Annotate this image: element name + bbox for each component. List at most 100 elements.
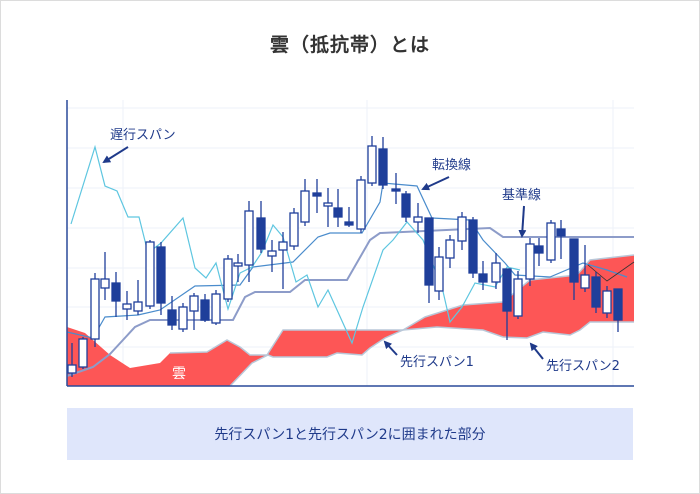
senkou-span-2-line — [229, 321, 634, 387]
candle-body — [378, 148, 388, 186]
bullish-candle — [602, 286, 612, 318]
cloud-label: 雲 — [172, 366, 186, 382]
bullish-candle — [445, 235, 455, 268]
bullish-candle — [457, 212, 467, 250]
bullish-candle — [78, 337, 88, 369]
candle-body — [333, 207, 343, 218]
candle-body — [445, 239, 455, 259]
tenkan-label: 転換線 — [432, 157, 471, 173]
candle-body — [323, 202, 333, 207]
bullish-candle — [356, 176, 366, 233]
bearish-candle — [613, 288, 623, 332]
bullish-candle — [244, 201, 254, 282]
bearish-candle — [200, 294, 210, 322]
bullish-candle — [267, 240, 277, 272]
bullish-candle — [133, 280, 143, 315]
bearish-candle — [534, 238, 544, 266]
caption-box: 先行スパン1と先行スパン2に囲まれた部分 — [67, 408, 633, 460]
candle-body — [267, 250, 277, 257]
chikou-label: 遅行スパン — [110, 128, 176, 143]
bullish-candle — [189, 293, 199, 330]
candle-body — [111, 282, 121, 302]
candle-body — [278, 241, 288, 251]
candle-body — [256, 217, 266, 250]
candle-body — [602, 290, 612, 314]
bullish-candle — [300, 179, 310, 226]
bullish-candle — [413, 203, 423, 233]
bullish-candle — [145, 240, 155, 309]
candle-body — [289, 212, 299, 247]
kijun-label: 基準線 — [502, 187, 541, 203]
chikou-arrow-icon — [102, 146, 129, 164]
bearish-candle — [591, 272, 601, 313]
candle-body — [167, 309, 177, 326]
page-title: 雲（抵抗帯）とは — [269, 34, 430, 56]
candle-body — [491, 262, 501, 283]
candle-body — [156, 246, 166, 304]
bullish-candle — [513, 271, 523, 319]
bullish-candle — [323, 188, 333, 227]
bullish-candle — [434, 247, 444, 300]
candle-body — [468, 219, 478, 274]
lagging-line-segment — [587, 261, 635, 282]
candle-body — [133, 301, 143, 312]
candle-body — [78, 338, 88, 368]
candle-body — [356, 179, 366, 230]
candle-body — [534, 245, 544, 254]
candle-body — [457, 216, 467, 242]
kijun-arrow-icon — [518, 205, 527, 238]
bullish-candle — [546, 220, 556, 263]
tenkan-line — [66, 182, 628, 339]
senkou-span-2-arrow-icon — [529, 342, 544, 360]
bullish-candle — [223, 255, 233, 302]
candle-body — [67, 364, 77, 374]
candle-body — [90, 278, 100, 340]
candle-body — [591, 276, 601, 308]
bearish-candle — [156, 242, 166, 315]
candle-body — [244, 210, 254, 266]
candle-body — [211, 293, 221, 324]
bullish-candle — [289, 208, 299, 250]
candle-body — [525, 243, 535, 280]
senkou-span-1-arrow-icon — [383, 340, 398, 356]
bullish-candle — [580, 245, 590, 292]
bearish-candle — [478, 261, 488, 290]
bullish-candle — [491, 253, 501, 289]
bullish-candle — [67, 343, 77, 377]
candle-body — [478, 273, 488, 283]
bullish-candle — [178, 303, 188, 332]
bearish-candle — [256, 201, 266, 253]
bearish-candle — [569, 238, 579, 300]
bearish-candle — [468, 217, 478, 278]
bearish-candle — [556, 220, 566, 259]
candle-body — [434, 256, 444, 292]
candle-body — [312, 192, 322, 197]
bullish-candle — [211, 290, 221, 325]
candle-body — [424, 217, 434, 286]
candle-body — [189, 295, 199, 312]
candle-body — [367, 145, 377, 184]
candle-body — [580, 274, 590, 289]
bullish-candle — [122, 291, 132, 320]
candle-body — [233, 262, 243, 267]
grid — [67, 100, 634, 386]
candle-body — [344, 221, 354, 226]
bearish-candle — [424, 217, 434, 303]
bullish-candle — [90, 273, 100, 347]
candle-body — [300, 190, 310, 223]
candle-body — [200, 299, 210, 321]
bullish-candle — [367, 136, 377, 186]
candle-body — [401, 193, 411, 218]
bearish-candle — [111, 272, 121, 317]
cloud-area — [67, 255, 634, 386]
candle-body — [145, 241, 155, 307]
bullish-candle — [100, 252, 110, 300]
candle-body — [556, 228, 566, 237]
senkou-span-1-label: 先行スパン1 — [400, 355, 474, 370]
candle-body — [100, 278, 110, 289]
candle-body — [178, 306, 188, 330]
candlesticks — [67, 136, 623, 377]
bullish-candle — [233, 254, 243, 282]
candle-body — [391, 188, 401, 192]
bullish-candle — [278, 232, 288, 289]
